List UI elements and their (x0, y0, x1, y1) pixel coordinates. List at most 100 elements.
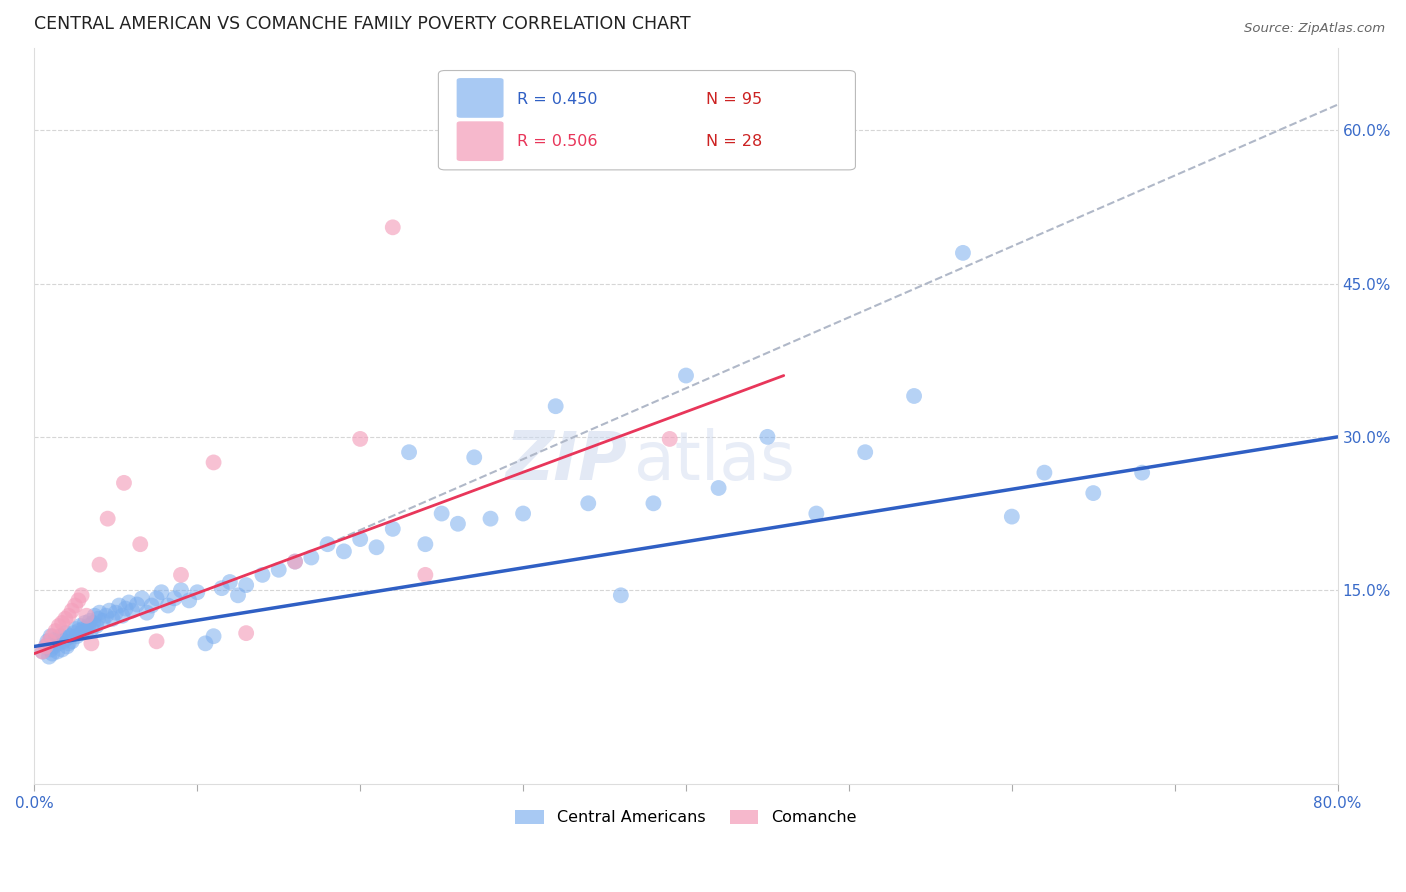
Point (316, 537, 339, 551)
Point (349, 532, 371, 546)
Point (806, 507, 828, 521)
Point (952, 245, 974, 260)
Point (39, 629, 62, 643)
Point (56, 640, 79, 654)
Point (51, 642, 73, 657)
Point (1130, 466, 1153, 480)
Point (235, 626, 257, 640)
Text: Source: ZipAtlas.com: Source: ZipAtlas.com (1244, 22, 1385, 36)
Point (104, 606, 127, 620)
Point (186, 585, 208, 599)
Text: N = 95: N = 95 (706, 92, 762, 106)
Point (284, 555, 307, 569)
Point (101, 612, 124, 626)
Point (179, 593, 201, 607)
Point (38, 649, 60, 664)
Point (48, 636, 70, 650)
Point (415, 567, 437, 582)
Point (118, 595, 141, 609)
Point (87, 612, 110, 626)
Point (70, 588, 93, 602)
Point (131, 591, 153, 606)
Point (150, 585, 173, 599)
Point (91, 614, 114, 628)
Point (129, 537, 152, 551)
Point (89, 606, 111, 620)
Point (35, 640, 58, 654)
Point (108, 599, 131, 613)
Point (226, 588, 249, 602)
Point (658, 432, 681, 446)
Point (398, 445, 420, 459)
Point (156, 599, 179, 613)
Point (211, 581, 233, 595)
Point (73, 615, 96, 630)
Point (31, 644, 53, 658)
Point (60, 604, 83, 618)
Point (202, 629, 225, 643)
Point (98, 604, 121, 618)
Point (59, 629, 82, 643)
Point (267, 563, 290, 577)
Point (853, 445, 876, 459)
Point (675, 368, 697, 383)
Point (69, 619, 91, 633)
Point (67, 624, 90, 638)
Point (77, 619, 100, 633)
Point (80, 636, 103, 650)
Point (76, 608, 98, 623)
Point (252, 567, 274, 582)
Point (479, 511, 502, 525)
Point (35, 640, 58, 654)
Point (112, 475, 135, 490)
Point (111, 608, 134, 623)
Point (62, 626, 84, 640)
Point (145, 591, 167, 606)
Point (121, 604, 143, 618)
Text: CENTRAL AMERICAN VS COMANCHE FAMILY POVERTY CORRELATION CHART: CENTRAL AMERICAN VS COMANCHE FAMILY POVE… (34, 15, 690, 33)
Point (1083, 486, 1105, 500)
Text: atlas: atlas (634, 427, 794, 493)
Point (430, 507, 453, 521)
Point (218, 574, 240, 589)
Point (58, 636, 80, 650)
Point (163, 591, 186, 606)
Point (141, 599, 163, 613)
Point (333, 544, 356, 558)
Legend: Central Americans, Comanche: Central Americans, Comanche (509, 803, 863, 831)
Point (76, 624, 98, 638)
Point (66, 629, 89, 643)
Point (63, 622, 86, 636)
Point (643, 496, 665, 510)
Point (202, 455, 225, 469)
Point (349, 432, 371, 446)
Text: N = 28: N = 28 (706, 134, 762, 149)
Point (52, 634, 75, 648)
Point (94, 608, 117, 623)
Point (70, 626, 93, 640)
Point (415, 537, 437, 551)
Point (610, 588, 633, 602)
FancyBboxPatch shape (457, 121, 503, 161)
Point (58, 608, 80, 623)
FancyBboxPatch shape (439, 70, 855, 169)
Point (82, 615, 104, 630)
Point (170, 583, 193, 598)
Point (51, 615, 73, 630)
Point (194, 636, 217, 650)
Point (37, 634, 59, 648)
Point (49, 629, 72, 643)
Point (463, 450, 485, 465)
Point (89, 558, 111, 572)
Point (299, 550, 322, 565)
Point (31, 644, 53, 658)
Point (284, 555, 307, 569)
Point (544, 399, 567, 413)
Point (145, 634, 167, 648)
Point (38, 634, 60, 648)
Point (60, 634, 83, 648)
Point (84, 619, 107, 633)
Point (125, 598, 148, 612)
Point (235, 578, 257, 592)
Point (42, 640, 65, 654)
